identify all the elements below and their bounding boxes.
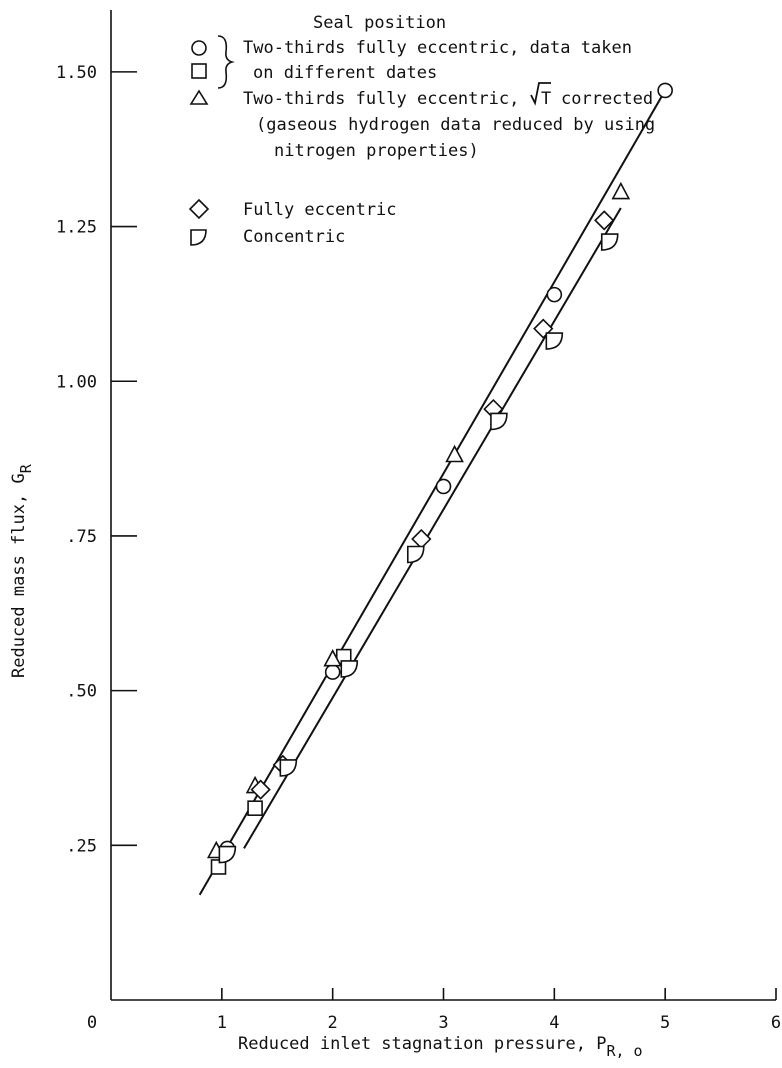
triangle-point-3 xyxy=(323,648,342,667)
legend-entry-2-line-2: corrected xyxy=(561,89,653,109)
y-axis-title-subscript: R xyxy=(17,463,35,473)
legend-entry-1-line-1: Two-thirds fully eccentric, data taken xyxy=(243,38,632,58)
y-tick-label-2: .50 xyxy=(66,682,97,702)
triangle-point-4 xyxy=(445,444,464,463)
origin-label: 0 xyxy=(87,1013,97,1033)
half-circle-point-6 xyxy=(545,332,564,350)
legend-brace-icon xyxy=(217,35,235,89)
y-tick-label-6: 1.50 xyxy=(56,63,97,83)
y-tick-label-5: 1.25 xyxy=(56,218,97,238)
diamond-point-1 xyxy=(250,779,271,800)
legend-entry-2-line-1: Two-thirds fully eccentric, xyxy=(243,89,519,109)
circle-point-3 xyxy=(435,478,452,495)
y-tick-label-4: 1.00 xyxy=(56,372,97,392)
legend: Seal position Two-thirds fully eccentric… xyxy=(188,13,655,247)
x-tick-label-4: 4 xyxy=(549,1013,559,1033)
data-markers xyxy=(206,82,673,875)
half-circle-point-3 xyxy=(340,660,359,678)
legend-entry-4: Fully eccentric xyxy=(243,200,397,220)
half-circle-point-7 xyxy=(600,233,619,251)
axes: 0 xyxy=(87,10,776,1033)
square-point-1 xyxy=(210,859,227,875)
y-tick-label-1: .25 xyxy=(66,836,97,856)
legend-title: Seal position xyxy=(313,13,446,33)
x-tick-label-1: 1 xyxy=(217,1013,227,1033)
x-tick-label-5: 5 xyxy=(660,1013,670,1033)
legend-triangle-icon xyxy=(189,89,209,105)
x-tick-label-2: 2 xyxy=(328,1013,338,1033)
half-circle-point-2 xyxy=(279,759,298,777)
y-axis-title: Reduced mass flux, GR xyxy=(9,463,35,678)
legend-half-circle-icon xyxy=(190,229,207,246)
diamond-point-6 xyxy=(594,210,615,231)
legend-entry-3-line-1: (gaseous hydrogen data reduced by using xyxy=(256,115,655,135)
x-axis-title: Reduced inlet stagnation pressure, PR, o xyxy=(238,1034,643,1060)
triangle-point-5 xyxy=(611,181,631,200)
y-axis-title-main: Reduced mass flux, G xyxy=(9,473,29,678)
legend-circle-icon xyxy=(191,40,207,56)
circle-point-2 xyxy=(324,664,341,680)
circle-point-4 xyxy=(546,286,563,303)
half-circle-point-5 xyxy=(490,412,508,431)
y-tick-label-3: .75 xyxy=(66,527,97,547)
legend-entry-1-line-2: on different dates xyxy=(253,63,437,83)
legend-square-icon xyxy=(191,63,207,79)
fit-line-2 xyxy=(243,207,622,849)
x-tick-label-6: 6 xyxy=(771,1013,781,1033)
x-tick-label-3: 3 xyxy=(438,1013,448,1033)
x-ticks: 1 2 3 4 5 6 xyxy=(217,988,781,1033)
circle-point-5 xyxy=(657,82,673,99)
x-axis-title-main: Reduced inlet stagnation pressure, P xyxy=(238,1034,606,1054)
legend-entry-5: Concentric xyxy=(243,227,345,247)
half-circle-point-1 xyxy=(218,845,237,864)
legend-diamond-icon xyxy=(188,198,210,220)
y-ticks: .25 .50 .75 1.00 1.25 1.50 xyxy=(56,63,137,856)
legend-entry-2-sqrt-arg: T xyxy=(541,89,551,109)
square-point-2 xyxy=(247,800,263,816)
x-axis-title-subscript: R, o xyxy=(606,1042,642,1060)
half-circle-point-4 xyxy=(406,545,425,564)
diamond-point-3 xyxy=(411,528,432,550)
legend-sqrt-icon xyxy=(530,82,551,106)
legend-entry-3-line-2: nitrogen properties) xyxy=(274,141,479,161)
